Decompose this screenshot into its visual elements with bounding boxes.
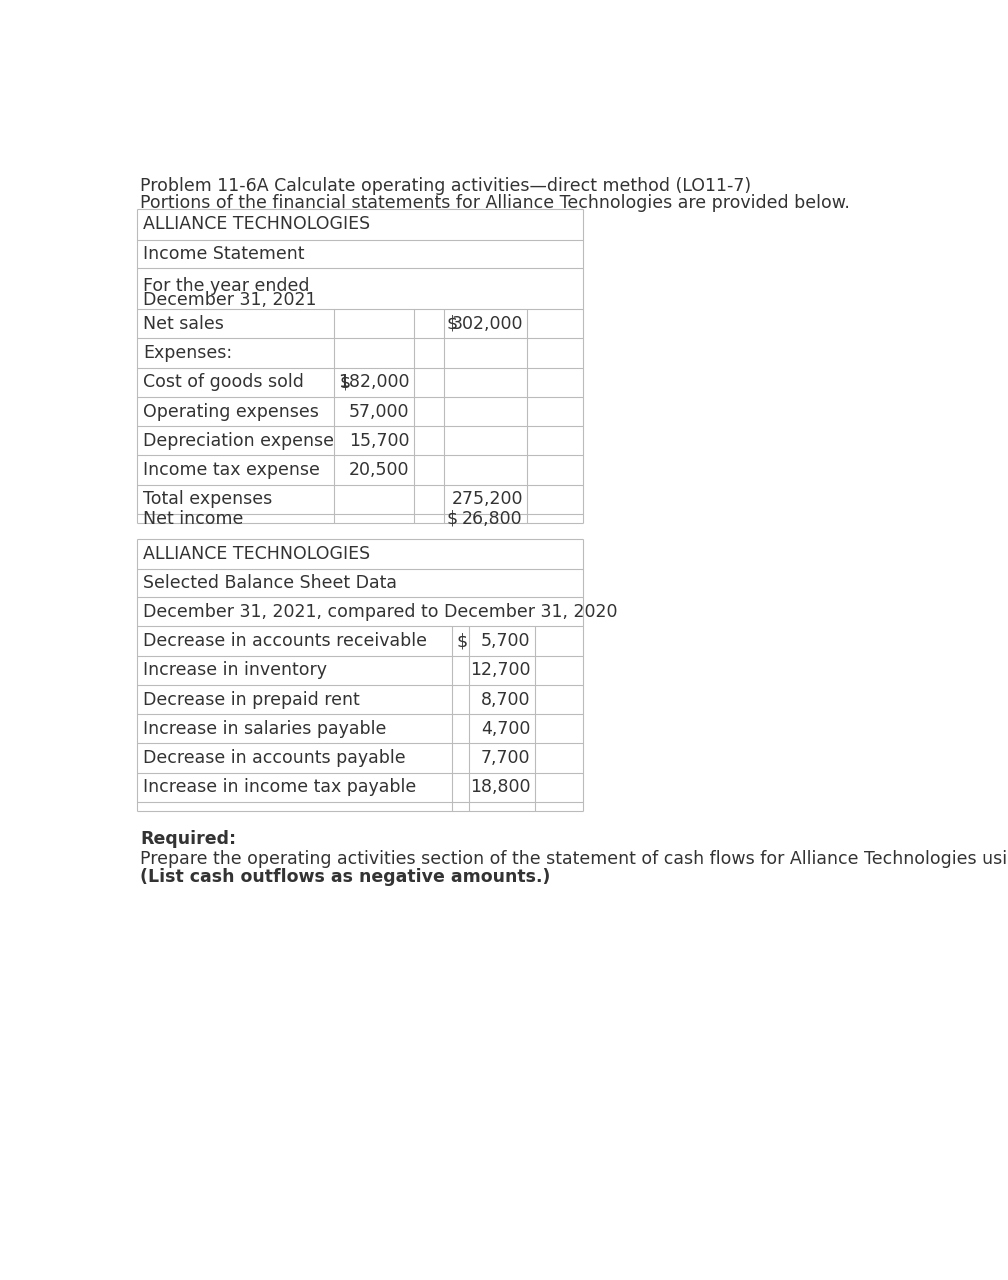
Text: 5,700: 5,700: [481, 632, 530, 650]
Text: 4,700: 4,700: [481, 719, 530, 737]
Text: Selected Balance Sheet Data: Selected Balance Sheet Data: [143, 575, 397, 593]
Text: $: $: [447, 509, 458, 527]
Text: Decrease in accounts payable: Decrease in accounts payable: [143, 749, 405, 767]
Text: Required:: Required:: [140, 829, 236, 847]
Text: Prepare the operating activities section of the statement of cash flows for Alli: Prepare the operating activities section…: [140, 850, 1008, 868]
Text: Decrease in prepaid rent: Decrease in prepaid rent: [143, 690, 360, 709]
Text: 26,800: 26,800: [463, 509, 523, 527]
Text: Cost of goods sold: Cost of goods sold: [143, 374, 304, 392]
Text: ALLIANCE TECHNOLOGIES: ALLIANCE TECHNOLOGIES: [143, 215, 370, 233]
Text: $: $: [447, 315, 458, 333]
Text: 57,000: 57,000: [349, 402, 409, 421]
Text: December 31, 2021, compared to December 31, 2020: December 31, 2021, compared to December …: [143, 603, 618, 621]
Text: Income tax expense: Income tax expense: [143, 461, 320, 479]
Text: ALLIANCE TECHNOLOGIES: ALLIANCE TECHNOLOGIES: [143, 545, 370, 563]
Text: 182,000: 182,000: [338, 374, 409, 392]
Text: Operating expenses: Operating expenses: [143, 402, 319, 421]
Text: $: $: [340, 374, 351, 392]
Text: Problem 11-6A Calculate operating activities—direct method (LO11-7): Problem 11-6A Calculate operating activi…: [140, 177, 751, 195]
Text: Income Statement: Income Statement: [143, 244, 304, 262]
Text: 15,700: 15,700: [349, 431, 409, 449]
Text: For the year ended: For the year ended: [143, 276, 309, 294]
Text: Total expenses: Total expenses: [143, 490, 272, 508]
Text: Expenses:: Expenses:: [143, 344, 232, 362]
Text: 18,800: 18,800: [470, 778, 530, 796]
Text: (List cash outflows as negative amounts.): (List cash outflows as negative amounts.…: [140, 868, 550, 886]
Text: 302,000: 302,000: [452, 315, 523, 333]
Text: 275,200: 275,200: [452, 490, 523, 508]
Text: Portions of the financial statements for Alliance Technologies are provided belo: Portions of the financial statements for…: [140, 193, 850, 211]
Text: Increase in salaries payable: Increase in salaries payable: [143, 719, 386, 737]
Text: 20,500: 20,500: [349, 461, 409, 479]
Text: Increase in income tax payable: Increase in income tax payable: [143, 778, 416, 796]
Text: Net income: Net income: [143, 509, 243, 527]
Text: Increase in inventory: Increase in inventory: [143, 662, 327, 680]
Text: Net sales: Net sales: [143, 315, 224, 333]
Text: 7,700: 7,700: [481, 749, 530, 767]
Text: 8,700: 8,700: [481, 690, 530, 709]
Text: December 31, 2021: December 31, 2021: [143, 291, 317, 308]
Text: 12,700: 12,700: [470, 662, 530, 680]
Text: $: $: [457, 632, 468, 650]
Text: Depreciation expense: Depreciation expense: [143, 431, 334, 449]
Text: Decrease in accounts receivable: Decrease in accounts receivable: [143, 632, 427, 650]
